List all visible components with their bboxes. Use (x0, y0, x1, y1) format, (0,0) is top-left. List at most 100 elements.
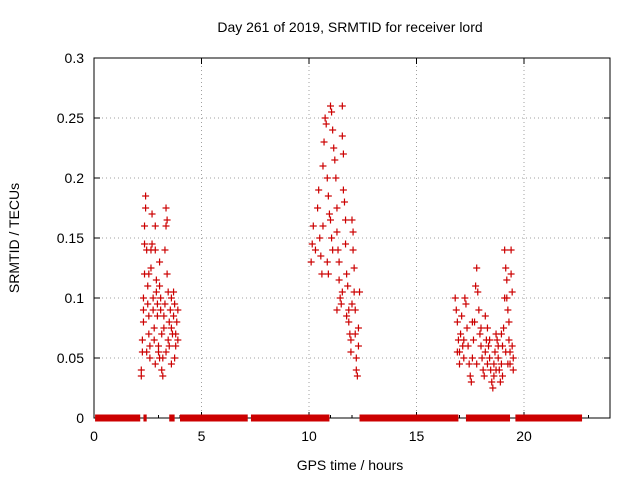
data-point (456, 360, 463, 368)
data-point (486, 336, 494, 344)
data-point (315, 186, 323, 194)
data-point (503, 276, 511, 284)
data-point (157, 294, 165, 302)
data-point (453, 348, 461, 356)
data-point (141, 222, 149, 230)
data-point (137, 372, 145, 380)
data-point (480, 372, 488, 380)
data-point (171, 300, 179, 308)
data-point (500, 324, 508, 332)
data-point (335, 258, 343, 266)
data-point (351, 306, 359, 314)
x-tick-label: 20 (516, 428, 532, 444)
data-point (473, 264, 481, 272)
data-point (468, 318, 476, 326)
data-point (167, 360, 175, 368)
data-point (324, 270, 332, 278)
y-tick-label: 0.15 (57, 230, 84, 246)
data-point (478, 354, 486, 362)
data-point (497, 360, 505, 368)
data-point (479, 366, 487, 374)
data-point (150, 336, 158, 344)
data-point (452, 306, 460, 314)
data-point (325, 210, 333, 218)
x-tick-label: 0 (90, 428, 98, 444)
data-point (338, 102, 346, 110)
data-point (349, 228, 357, 236)
data-point (156, 258, 164, 266)
data-point (339, 186, 347, 194)
data-point (151, 222, 159, 230)
data-point (316, 234, 324, 242)
data-point (323, 258, 331, 266)
y-tick-label: 0.3 (65, 50, 85, 66)
data-point (160, 324, 168, 332)
data-point (460, 336, 468, 344)
data-point (324, 192, 332, 200)
data-point (322, 120, 330, 128)
axis-ticks: 0 0.05 0.1 0.15 0.2 0.25 0.3 0 5 10 15 20 (57, 50, 610, 444)
data-point (492, 366, 500, 374)
data-point (139, 318, 147, 326)
data-point (164, 336, 172, 344)
data-point (463, 324, 471, 332)
data-point (499, 372, 506, 380)
chart-title: Day 261 of 2019, SRMTID for receiver lor… (217, 19, 482, 35)
data-point (509, 354, 517, 362)
data-point (161, 300, 169, 308)
data-point (152, 288, 160, 296)
data-point (174, 306, 182, 314)
data-point (496, 378, 504, 386)
data-point (338, 288, 346, 296)
x-tick-label: 15 (409, 428, 425, 444)
data-point (503, 294, 511, 302)
data-point (352, 366, 360, 374)
data-point (319, 162, 327, 170)
data-point (160, 312, 168, 320)
data-point (465, 360, 473, 368)
x-tick-label: 10 (301, 428, 317, 444)
data-point (162, 204, 170, 212)
data-point (481, 312, 489, 320)
data-point (505, 318, 513, 326)
data-point (321, 114, 329, 122)
data-point (462, 300, 470, 308)
data-point (149, 306, 157, 314)
data-point (143, 348, 151, 356)
data-point (507, 246, 515, 254)
data-point (354, 324, 362, 332)
data-point (476, 330, 484, 338)
data-point (488, 378, 496, 386)
data-point (151, 246, 159, 254)
data-point (327, 102, 334, 110)
data-point (331, 156, 339, 164)
data-point (170, 288, 178, 296)
data-point (493, 336, 501, 344)
data-point (332, 174, 340, 182)
data-point (345, 318, 353, 326)
data-point (308, 240, 316, 248)
data-point (155, 342, 162, 350)
data-point (483, 324, 491, 332)
data-point (309, 222, 317, 230)
data-point (466, 372, 474, 380)
data-point (172, 342, 180, 350)
data-point (477, 324, 485, 332)
data-point (490, 360, 498, 368)
data-point (161, 246, 169, 254)
data-point (146, 342, 154, 350)
data-point (142, 192, 150, 200)
data-point (339, 150, 347, 158)
data-point (464, 342, 472, 350)
data-point (150, 324, 158, 332)
data-point (344, 282, 352, 290)
data-point (494, 342, 502, 350)
data-point (461, 294, 469, 302)
data-point (151, 360, 159, 368)
data-point (347, 348, 355, 356)
data-point (333, 306, 341, 314)
data-point (347, 336, 355, 344)
data-point (509, 366, 517, 374)
data-point (145, 312, 153, 320)
y-tick-label: 0 (76, 410, 84, 426)
